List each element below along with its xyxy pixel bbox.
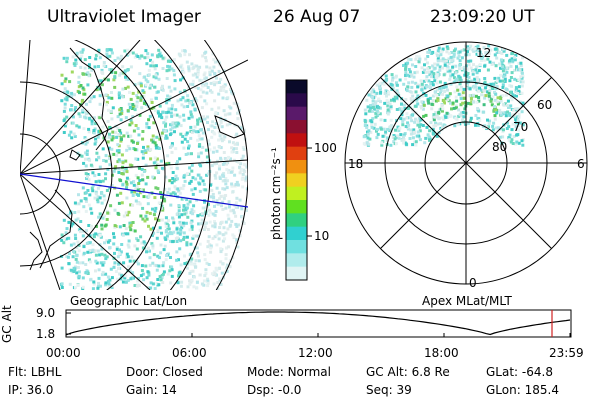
right-emission-pixels	[362, 44, 525, 147]
colorbar	[285, 79, 312, 281]
status-gc-alt: GC Alt: 6.8 Re	[366, 365, 450, 379]
colorbar-band	[286, 200, 307, 214]
polar-map-panel	[344, 41, 588, 285]
mlt-label-0: 0	[469, 276, 477, 290]
geographic-map-panel	[20, 40, 248, 290]
geographic-map-label: Geographic Lat/Lon	[70, 294, 188, 308]
coastlines	[29, 47, 245, 271]
polar-map-label: Apex MLat/MLT	[422, 294, 512, 308]
colorbar-band	[286, 186, 307, 201]
altitude-xtick-2359: 23:59	[549, 346, 584, 360]
status-seq: Seq: 39	[366, 383, 412, 397]
altitude-xtick-1800: 18:00	[424, 346, 459, 360]
observation-date: 26 Aug 07	[273, 7, 361, 27]
latitude-grid	[20, 40, 248, 290]
mlt-label-6: 6	[577, 157, 585, 171]
status-mode: Mode: Normal	[247, 365, 331, 379]
altitude-ytick-high: 9.0	[36, 306, 56, 320]
colorbar-unit-label: photon cm⁻²s⁻¹	[269, 147, 283, 240]
mlat-label-80: 80	[492, 140, 508, 154]
colorbar-band	[286, 226, 307, 241]
altitude-curve	[65, 311, 571, 336]
status-ip: IP: 36.0	[8, 383, 54, 397]
terminator-line	[20, 173, 248, 208]
colorbar-band	[286, 266, 307, 281]
colorbar-band	[286, 133, 307, 148]
status-glat: GLat: -64.8	[486, 365, 553, 379]
altitude-plot	[65, 309, 572, 338]
mlt-label-18: 18	[348, 157, 364, 171]
colorbar-band	[286, 80, 307, 94]
altitude-xtick-1200: 12:00	[298, 346, 333, 360]
colorbar-band	[286, 160, 307, 174]
observation-time: 23:09:20 UT	[430, 7, 535, 27]
colorbar-gradient	[286, 80, 307, 281]
colorbar-band	[286, 106, 307, 121]
polar-grid	[344, 41, 588, 285]
altitude-ylabel: GC Alt	[0, 305, 14, 343]
altitude-xtick-0000: 00:00	[46, 346, 81, 360]
mlat-label-60: 60	[537, 98, 553, 112]
colorbar-band	[286, 240, 307, 254]
altitude-xtick-0600: 06:00	[172, 346, 207, 360]
colorbar-band	[286, 146, 307, 161]
colorbar-band	[286, 253, 307, 268]
status-door: Door: Closed	[126, 365, 203, 379]
altitude-ytick-low: 1.8	[36, 327, 56, 341]
colorbar-band	[286, 120, 307, 134]
altitude-xticks	[65, 333, 571, 337]
colorbar-label-100: 100	[314, 141, 337, 155]
status-flt: Flt: LBHL	[8, 365, 62, 379]
mlt-label-12: 12	[476, 46, 492, 60]
colorbar-band	[286, 213, 307, 228]
colorbar-label-10: 10	[314, 229, 330, 243]
status-gain: Gain: 14	[126, 383, 177, 397]
status-glon: GLon: 185.4	[486, 383, 559, 397]
mlat-label-70: 70	[513, 120, 529, 134]
colorbar-band	[286, 173, 307, 188]
instrument-title: Ultraviolet Imager	[47, 7, 201, 27]
status-dsp: Dsp: -0.0	[247, 383, 302, 397]
colorbar-band	[286, 93, 307, 108]
left-emission-pixels	[60, 48, 248, 290]
longitude-grid	[20, 40, 248, 290]
